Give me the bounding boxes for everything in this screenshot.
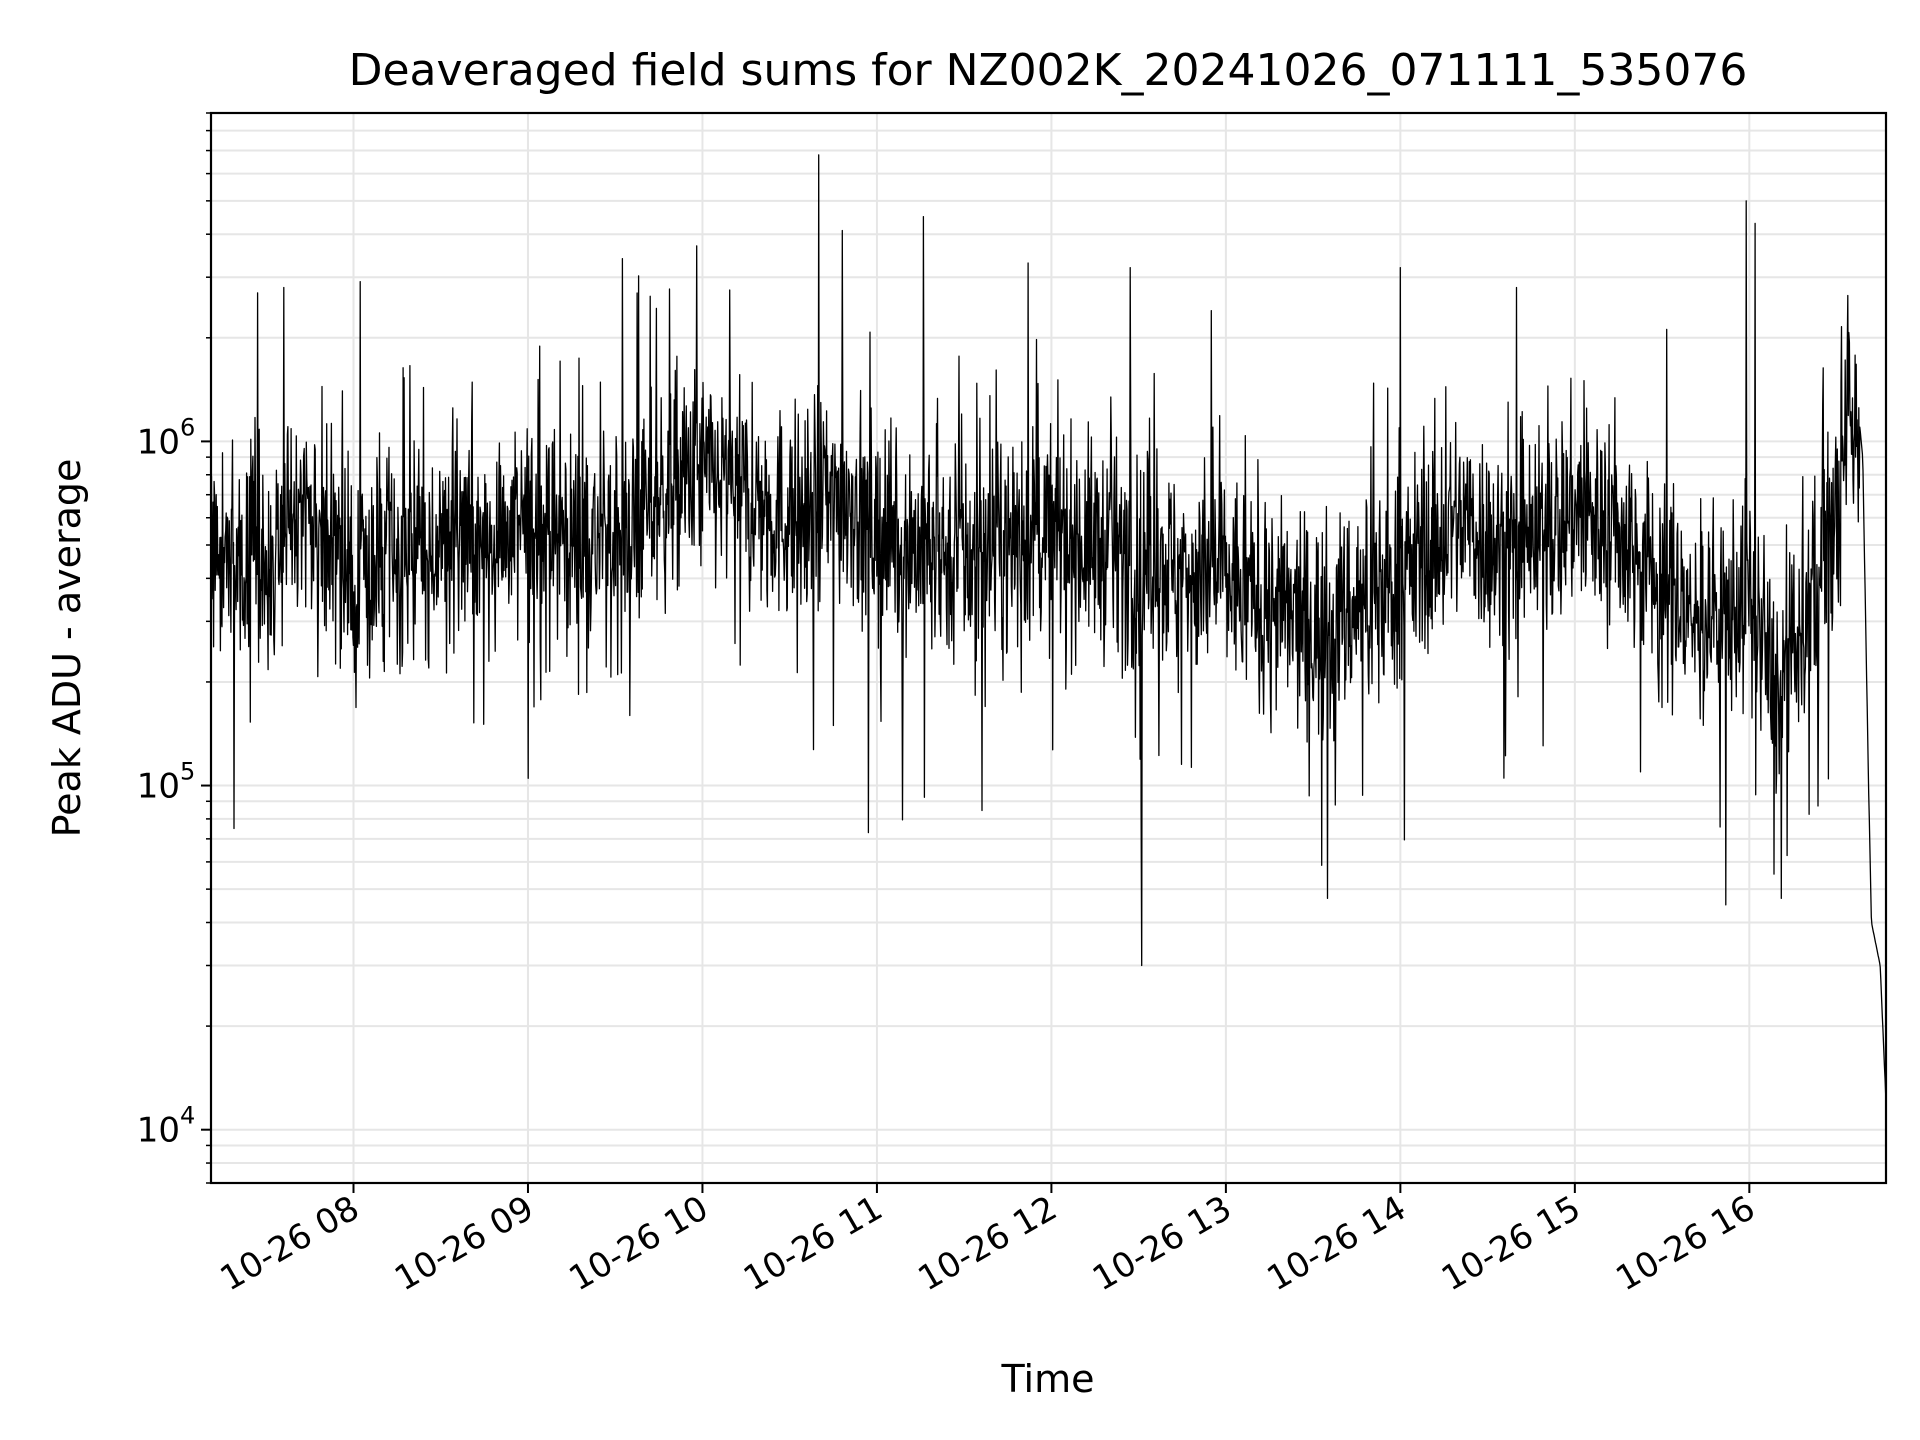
series-line — [211, 154, 1886, 1103]
grid — [211, 112, 1886, 1184]
axes-frame — [209, 111, 1888, 1185]
y-tick-label: 10 — [137, 1111, 180, 1151]
plot-area — [211, 154, 1886, 1103]
y-tick-label: 10 — [137, 422, 180, 462]
y-tick-label: 10 — [137, 767, 180, 807]
x-axis-label: Time — [1001, 1357, 1095, 1401]
chart-title: Deaveraged field sums for NZ002K_2024102… — [349, 45, 1748, 96]
y-axis-label: Peak ADU - average — [45, 459, 89, 838]
y-tick-label-exponent: 4 — [180, 1102, 195, 1130]
y-tick-label-exponent: 6 — [180, 413, 195, 441]
y-tick-label-exponent: 5 — [180, 758, 195, 786]
